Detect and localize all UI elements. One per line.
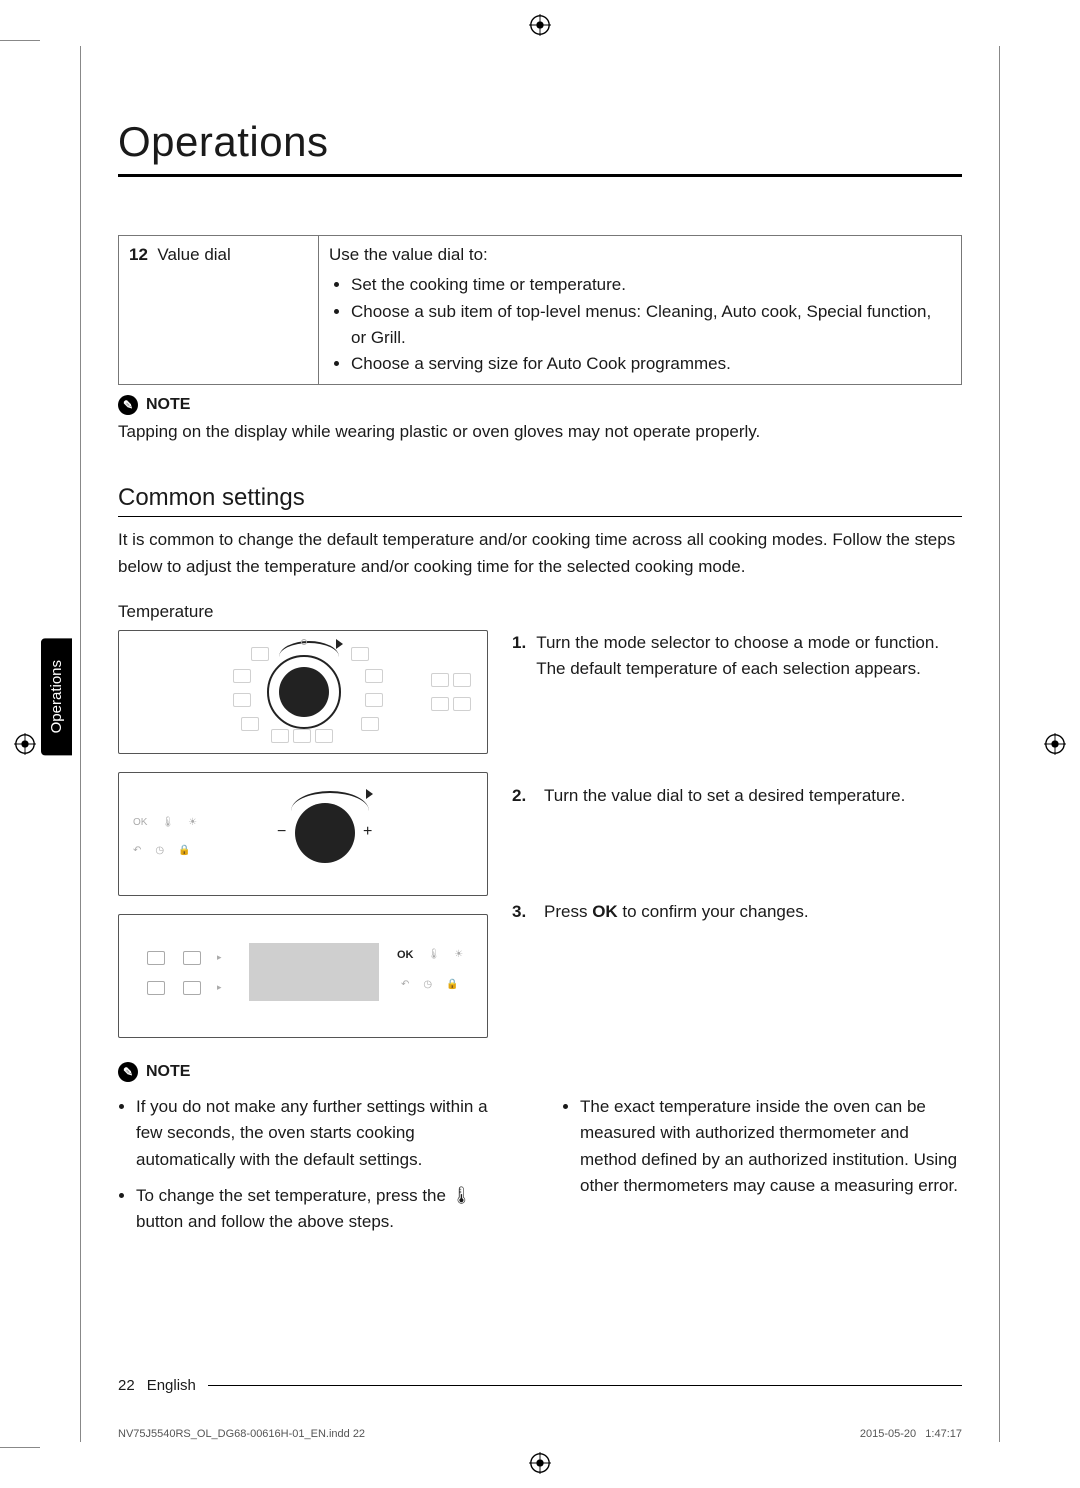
crop-mark-icon [529,14,551,36]
page-number: 22 [118,1377,135,1394]
note-label: NOTE [146,396,190,414]
control-panel-illustration: ▸ ▸ OK 🌡☀ ↶◷🔒 [118,914,488,1038]
step: 2. Turn the value dial to set a desired … [512,783,962,809]
side-tab: Operations [41,638,72,755]
section-intro: It is common to change the default tempe… [118,527,962,580]
list-item: To change the set temperature, press the… [136,1183,518,1236]
footer-language: English [147,1377,196,1394]
note-columns: If you do not make any further settings … [118,1094,962,1246]
crop-mark-icon [14,733,36,755]
subheading: Temperature [118,602,962,622]
crop-tick [0,1447,40,1448]
crop-mark-icon [529,1452,551,1474]
table-row: 12 Value dial Use the value dial to: Set… [119,236,962,385]
display-icon [249,943,379,1001]
section-heading: Common settings [118,484,962,517]
list-item: Choose a serving size for Auto Cook prog… [351,351,951,377]
mode-dial-icon [267,655,341,729]
desc-lead: Use the value dial to: [329,245,488,264]
step-number: 1. [512,630,526,683]
ok-label: OK [397,949,414,961]
list-item: Set the cooking time or temperature. [351,272,951,298]
page-title: Operations [118,118,962,177]
step: 1. Turn the mode selector to choose a mo… [512,630,962,683]
note-heading: ✎ NOTE [118,395,962,415]
list-item: The exact temperature inside the oven ca… [580,1094,962,1199]
ok-label: OK [133,817,147,828]
list-item: If you do not make any further settings … [136,1094,518,1173]
crop-tick [0,40,40,41]
print-time: 1:47:17 [925,1428,962,1440]
step-text: Press OK to confirm your changes. [544,899,809,925]
step-number: 2. [512,783,534,809]
step-text: Turn the value dial to set a desired tem… [544,783,905,809]
page-footer: 22 English [118,1377,962,1394]
note-text: Tapping on the display while wearing pla… [118,419,962,445]
list-item: Choose a sub item of top-level menus: Cl… [351,299,951,352]
page-content: Operations Operations 12 Value dial Use … [118,118,962,1246]
note-label: NOTE [146,1063,190,1081]
crop-mark-icon [1044,733,1066,755]
print-file: NV75J5540RS_OL_DG68-00616H-01_EN.indd 22 [118,1428,365,1440]
value-dial-table: 12 Value dial Use the value dial to: Set… [118,235,962,385]
minus-label: − [277,823,286,841]
print-metadata: NV75J5540RS_OL_DG68-00616H-01_EN.indd 22… [118,1428,962,1440]
note-heading: ✎ NOTE [118,1062,962,1082]
row-number: 12 [129,245,148,264]
row-label: Value dial [157,245,230,264]
control-panel-illustration: OK 🌡☀ ↶◷🔒 − + [118,772,488,896]
print-date: 2015-05-20 [860,1428,916,1440]
step-text: Turn the mode selector to choose a mode … [536,630,962,683]
step: 3. Press OK to confirm your changes. [512,899,962,925]
plus-label: + [363,823,372,841]
note-icon: ✎ [118,395,138,415]
value-dial-icon [295,803,355,863]
step-number: 3. [512,899,534,925]
note-icon: ✎ [118,1062,138,1082]
control-panel-illustration [118,630,488,754]
